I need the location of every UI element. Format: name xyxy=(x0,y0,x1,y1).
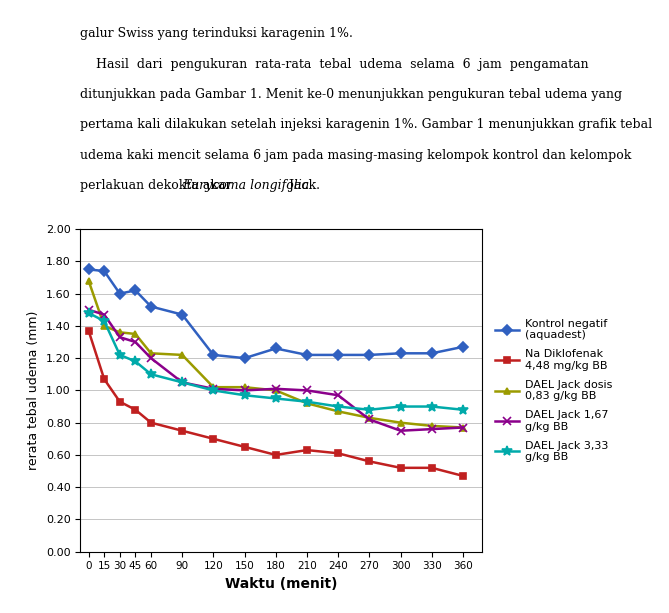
DAEL Jack dosis
0,83 g/kg BB xyxy=(459,424,467,431)
DAEL Jack dosis
0,83 g/kg BB xyxy=(303,400,311,407)
DAEL Jack 1,67
g/kg BB xyxy=(365,416,373,423)
Kontrol negatif
(aquadest) xyxy=(178,311,186,318)
DAEL Jack dosis
0,83 g/kg BB xyxy=(427,422,436,430)
DAEL Jack dosis
0,83 g/kg BB xyxy=(100,322,108,330)
DAEL Jack dosis
0,83 g/kg BB xyxy=(365,414,373,422)
Kontrol negatif
(aquadest) xyxy=(397,349,405,357)
DAEL Jack 1,67
g/kg BB xyxy=(209,385,217,392)
DAEL Jack 3,33
g/kg BB xyxy=(427,403,436,410)
DAEL Jack 1,67
g/kg BB xyxy=(334,392,342,399)
Kontrol negatif
(aquadest) xyxy=(241,354,249,362)
Kontrol negatif
(aquadest) xyxy=(100,267,108,275)
Kontrol negatif
(aquadest) xyxy=(147,303,155,310)
Kontrol negatif
(aquadest) xyxy=(365,351,373,359)
Text: pertama kali dilakukan setelah injeksi karagenin 1%. Gambar 1 menunjukkan grafik: pertama kali dilakukan setelah injeksi k… xyxy=(80,118,652,131)
Line: DAEL Jack 1,67
g/kg BB: DAEL Jack 1,67 g/kg BB xyxy=(84,306,467,435)
Na Diklofenak
4,48 mg/kg BB xyxy=(84,327,92,335)
DAEL Jack dosis
0,83 g/kg BB xyxy=(84,277,92,284)
DAEL Jack 1,67
g/kg BB xyxy=(178,379,186,386)
Line: DAEL Jack dosis
0,83 g/kg BB: DAEL Jack dosis 0,83 g/kg BB xyxy=(85,277,466,431)
DAEL Jack dosis
0,83 g/kg BB xyxy=(131,330,139,338)
DAEL Jack 1,67
g/kg BB xyxy=(131,338,139,346)
DAEL Jack dosis
0,83 g/kg BB xyxy=(178,351,186,359)
Kontrol negatif
(aquadest) xyxy=(272,345,280,352)
Na Diklofenak
4,48 mg/kg BB xyxy=(147,419,155,427)
DAEL Jack dosis
0,83 g/kg BB xyxy=(116,329,124,336)
X-axis label: Waktu (menit): Waktu (menit) xyxy=(225,577,337,591)
Line: Kontrol negatif
(aquadest): Kontrol negatif (aquadest) xyxy=(85,266,466,362)
DAEL Jack 3,33
g/kg BB xyxy=(459,406,467,413)
DAEL Jack 1,67
g/kg BB xyxy=(427,425,436,433)
Na Diklofenak
4,48 mg/kg BB xyxy=(303,446,311,454)
Text: Hasil  dari  pengukuran  rata-rata  tebal  udema  selama  6  jam  pengamatan: Hasil dari pengukuran rata-rata tebal ud… xyxy=(80,58,589,70)
DAEL Jack 3,33
g/kg BB xyxy=(178,379,186,386)
Line: Na Diklofenak
4,48 mg/kg BB: Na Diklofenak 4,48 mg/kg BB xyxy=(85,327,466,479)
DAEL Jack 1,67
g/kg BB xyxy=(303,387,311,394)
DAEL Jack 3,33
g/kg BB xyxy=(84,310,92,317)
DAEL Jack 3,33
g/kg BB xyxy=(131,358,139,365)
Na Diklofenak
4,48 mg/kg BB xyxy=(116,398,124,405)
Kontrol negatif
(aquadest) xyxy=(303,351,311,359)
Na Diklofenak
4,48 mg/kg BB xyxy=(131,406,139,413)
Text: perlakuan dekokta akar: perlakuan dekokta akar xyxy=(80,179,235,192)
Y-axis label: rerata tebal udema (mm): rerata tebal udema (mm) xyxy=(27,311,40,470)
Na Diklofenak
4,48 mg/kg BB xyxy=(334,449,342,457)
DAEL Jack 3,33
g/kg BB xyxy=(272,395,280,402)
DAEL Jack 1,67
g/kg BB xyxy=(84,306,92,313)
DAEL Jack 1,67
g/kg BB xyxy=(116,333,124,341)
DAEL Jack dosis
0,83 g/kg BB xyxy=(241,384,249,391)
DAEL Jack 3,33
g/kg BB xyxy=(147,371,155,378)
DAEL Jack dosis
0,83 g/kg BB xyxy=(209,384,217,391)
Na Diklofenak
4,48 mg/kg BB xyxy=(178,427,186,435)
DAEL Jack 1,67
g/kg BB xyxy=(397,427,405,435)
DAEL Jack 3,33
g/kg BB xyxy=(365,406,373,413)
DAEL Jack dosis
0,83 g/kg BB xyxy=(272,387,280,394)
DAEL Jack 1,67
g/kg BB xyxy=(272,385,280,392)
Text: Jack.: Jack. xyxy=(285,179,320,192)
Na Diklofenak
4,48 mg/kg BB xyxy=(100,375,108,383)
DAEL Jack 3,33
g/kg BB xyxy=(397,403,405,410)
Na Diklofenak
4,48 mg/kg BB xyxy=(397,464,405,471)
Na Diklofenak
4,48 mg/kg BB xyxy=(241,443,249,451)
Kontrol negatif
(aquadest) xyxy=(131,287,139,294)
Na Diklofenak
4,48 mg/kg BB xyxy=(209,435,217,443)
Kontrol negatif
(aquadest) xyxy=(334,351,342,359)
Kontrol negatif
(aquadest) xyxy=(459,343,467,351)
Kontrol negatif
(aquadest) xyxy=(427,349,436,357)
Line: DAEL Jack 3,33
g/kg BB: DAEL Jack 3,33 g/kg BB xyxy=(84,308,468,414)
DAEL Jack 1,67
g/kg BB xyxy=(100,311,108,318)
DAEL Jack 1,67
g/kg BB xyxy=(459,424,467,431)
Text: ditunjukkan pada Gambar 1. Menit ke-0 menunjukkan pengukuran tebal udema yang: ditunjukkan pada Gambar 1. Menit ke-0 me… xyxy=(80,88,622,101)
Na Diklofenak
4,48 mg/kg BB xyxy=(459,472,467,479)
Kontrol negatif
(aquadest) xyxy=(209,351,217,359)
Text: Eurycoma longifolia: Eurycoma longifolia xyxy=(183,179,310,192)
DAEL Jack 3,33
g/kg BB xyxy=(241,392,249,399)
DAEL Jack 3,33
g/kg BB xyxy=(116,351,124,359)
DAEL Jack 1,67
g/kg BB xyxy=(241,387,249,394)
DAEL Jack 1,67
g/kg BB xyxy=(147,354,155,362)
Legend: Kontrol negatif
(aquadest), Na Diklofenak
4,48 mg/kg BB, DAEL Jack dosis
0,83 g/: Kontrol negatif (aquadest), Na Diklofena… xyxy=(491,315,615,465)
Na Diklofenak
4,48 mg/kg BB xyxy=(272,451,280,459)
DAEL Jack dosis
0,83 g/kg BB xyxy=(334,408,342,415)
Kontrol negatif
(aquadest) xyxy=(84,266,92,273)
DAEL Jack 3,33
g/kg BB xyxy=(209,387,217,394)
DAEL Jack dosis
0,83 g/kg BB xyxy=(147,349,155,357)
Text: galur Swiss yang terinduksi karagenin 1%.: galur Swiss yang terinduksi karagenin 1%… xyxy=(80,27,353,40)
DAEL Jack 3,33
g/kg BB xyxy=(303,398,311,405)
Na Diklofenak
4,48 mg/kg BB xyxy=(365,458,373,465)
DAEL Jack 3,33
g/kg BB xyxy=(334,403,342,410)
Text: udema kaki mencit selama 6 jam pada masing-masing kelompok kontrol dan kelompok: udema kaki mencit selama 6 jam pada masi… xyxy=(80,149,632,162)
Na Diklofenak
4,48 mg/kg BB xyxy=(427,464,436,471)
DAEL Jack dosis
0,83 g/kg BB xyxy=(397,419,405,427)
DAEL Jack 3,33
g/kg BB xyxy=(100,318,108,325)
Kontrol negatif
(aquadest) xyxy=(116,290,124,297)
